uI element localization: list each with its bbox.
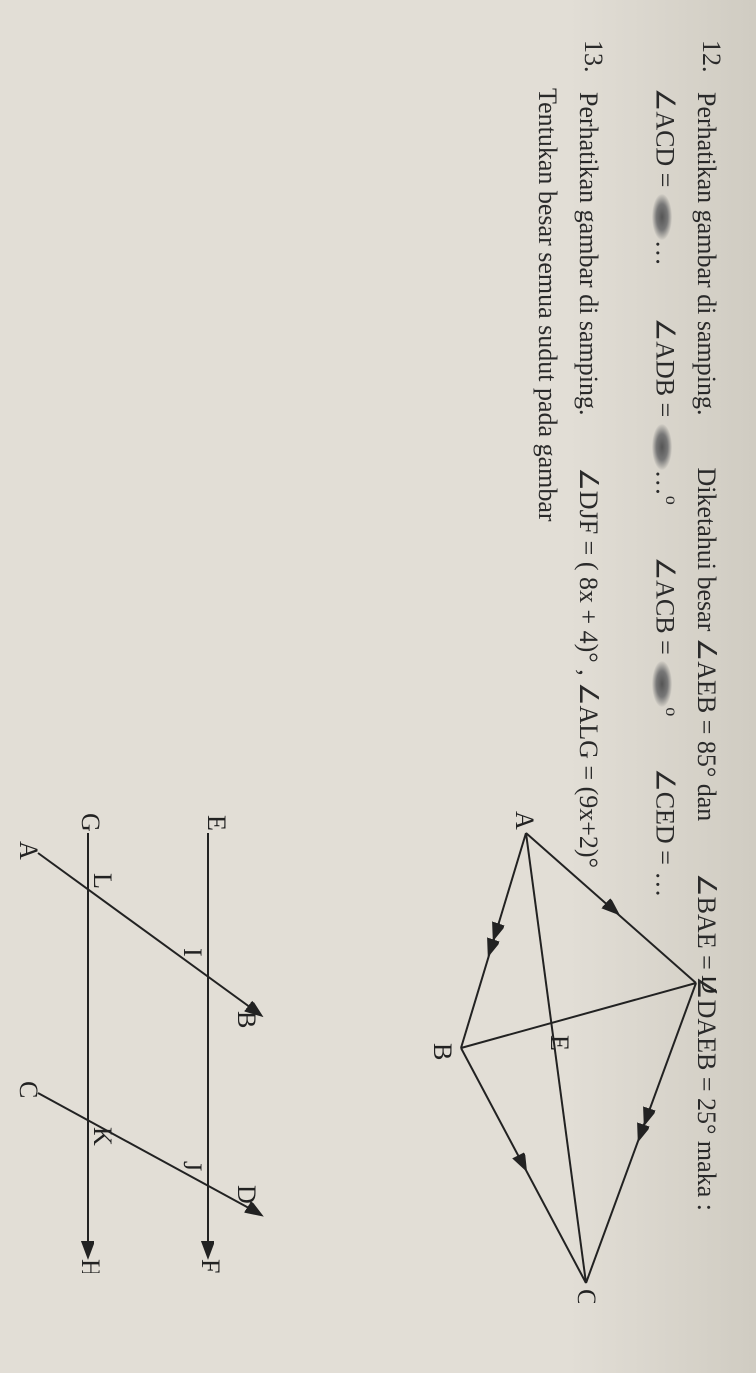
- label-a2: A: [18, 841, 43, 860]
- angle-symbol: ∠: [650, 557, 679, 580]
- text-segment: ALG = (9x+2)°: [574, 706, 603, 868]
- label-g: G: [76, 813, 105, 832]
- smudge-icon: [652, 661, 672, 707]
- angle-symbol: ∠: [650, 88, 679, 111]
- sup-zero: o: [662, 496, 682, 505]
- label-e2: E: [202, 815, 231, 831]
- label-j: J: [178, 1161, 207, 1171]
- line-cd: [38, 1093, 258, 1213]
- angle-symbol: ∠: [574, 682, 603, 705]
- label-c2: C: [18, 1081, 43, 1098]
- dots-segment: …: [650, 470, 679, 496]
- problem-13-line1: Perhatikan gambar di samping.: [567, 92, 607, 415]
- page-content: 12. Perhatikan gambar di samping. Diketa…: [0, 0, 756, 1373]
- sup-zero: o: [662, 707, 682, 716]
- problem-13-number: 13.: [578, 40, 608, 88]
- problem-12-number: 12.: [696, 40, 726, 88]
- text-segment: Diketahui besar: [692, 467, 721, 637]
- arrow-d: [250, 1208, 258, 1213]
- label-d: D: [696, 975, 716, 994]
- smudge-icon: [652, 424, 672, 470]
- problem-13-line3: Tentukan besar semua sudut pada gambar: [527, 88, 567, 522]
- arrow-dc-2: [640, 1124, 644, 1136]
- text-segment: ADB =: [650, 341, 679, 424]
- smudge-icon: [652, 194, 672, 240]
- arrow-ab-1: [495, 923, 499, 935]
- label-l: L: [88, 873, 117, 889]
- angle-symbol: ∠: [574, 467, 603, 490]
- label-k: K: [88, 1127, 117, 1146]
- problem-12-line2: Diketahui besar ∠AEB = 85° dan: [686, 467, 726, 821]
- label-f: F: [196, 1259, 225, 1273]
- angle-symbol: ∠: [650, 318, 679, 341]
- dots-segment: …: [650, 240, 679, 266]
- label-b: B: [428, 1043, 457, 1060]
- arrow-ab-2: [490, 939, 494, 951]
- text-segment: AEB = 85° dan: [692, 661, 721, 821]
- problem-12: 12. Perhatikan gambar di samping. Diketa…: [644, 40, 726, 1333]
- text-segment: ACD =: [650, 111, 679, 194]
- problem-12-row-a: ∠ACD = … ∠ADB = …o: [644, 88, 686, 505]
- label-d2: D: [232, 1185, 261, 1204]
- text-segment: DJF = ( 8x + 4)° ,: [574, 491, 603, 682]
- arrow-dc-1: [646, 1108, 650, 1120]
- figure-13: E F G H A B C D I J L K: [0, 813, 268, 1273]
- problem-13: 13. Perhatikan gambar di samping. ∠DJF =…: [527, 40, 608, 1333]
- line-ab: [38, 853, 258, 1013]
- text-segment: ACB =: [650, 580, 679, 661]
- angle-symbol: ∠: [650, 768, 679, 791]
- label-b2: B: [232, 1011, 261, 1028]
- label-h: H: [76, 1259, 105, 1273]
- problem-13-line2: ∠DJF = ( 8x + 4)° , ∠ALG = (9x+2)°: [567, 467, 607, 868]
- figure-13-svg: E F G H A B C D I J L K: [18, 813, 268, 1273]
- angle-symbol: ∠: [692, 638, 721, 661]
- label-i: I: [178, 948, 207, 957]
- problem-12-line1: Perhatikan gambar di samping.: [686, 92, 726, 415]
